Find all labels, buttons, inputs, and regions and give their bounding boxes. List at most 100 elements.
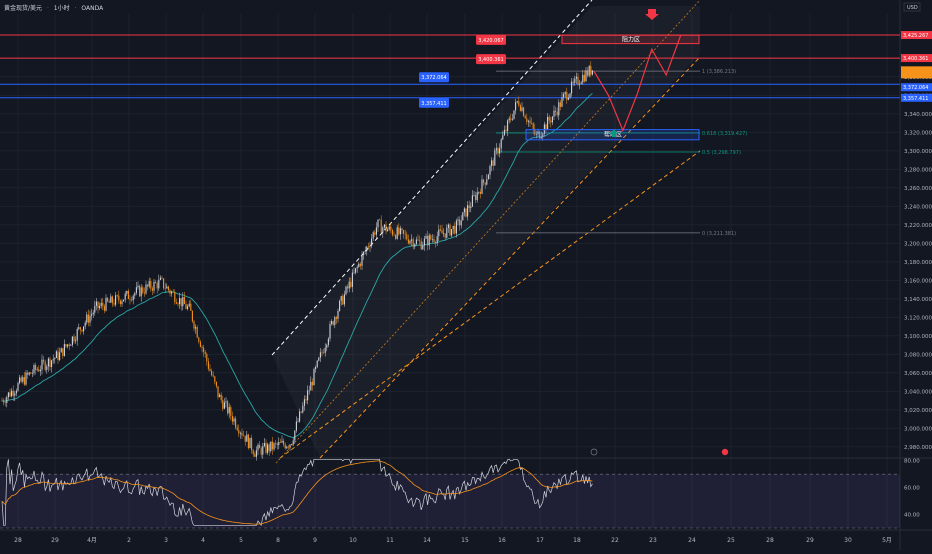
channel-mid-line[interactable] [275, 0, 701, 464]
candle-body [489, 165, 491, 175]
axis-price-tag[interactable] [901, 83, 932, 92]
candle-body [372, 232, 374, 239]
candle-body [119, 300, 121, 305]
candle-body [177, 303, 179, 305]
candle-body [185, 303, 187, 309]
candle-body [361, 255, 363, 266]
candle-body [38, 369, 40, 372]
x-axis-tick-label: 23 [649, 537, 657, 544]
flag-icon[interactable] [721, 448, 729, 456]
price-marker-tag[interactable] [476, 54, 506, 65]
candle-body [55, 351, 57, 358]
candle-body [468, 205, 470, 209]
candle-body [587, 70, 589, 76]
symbol-label[interactable]: 黄金现货/美元 [4, 5, 43, 12]
candle-body [41, 359, 43, 370]
candle-body [395, 235, 397, 239]
candle-body [204, 351, 206, 354]
candle-body [49, 358, 51, 368]
candle-body [345, 286, 347, 295]
axis-price-tag[interactable] [901, 31, 932, 40]
current-price-tag[interactable] [901, 66, 932, 79]
interval-label[interactable]: 1小时 [53, 5, 70, 12]
x-axis-tick-label: 3 [164, 537, 168, 544]
ema-line[interactable] [1, 92, 593, 438]
candle-body [579, 83, 581, 85]
x-axis-tick-label: 4 [201, 537, 205, 544]
candle-body [94, 305, 96, 313]
candle-body [439, 229, 441, 231]
candle-body [238, 429, 240, 434]
candle-body [70, 344, 72, 346]
price-marker-tag[interactable] [419, 97, 449, 108]
x-axis-tick-label: 28 [14, 537, 22, 544]
candle-body [36, 369, 38, 371]
y-axis-tick-label: 3,320.000 [904, 130, 932, 136]
candle-body [507, 120, 509, 132]
candle-body [222, 400, 224, 409]
candle-body [441, 230, 443, 234]
candle-body [3, 400, 5, 403]
candle-body [348, 281, 350, 289]
rsi-line[interactable] [1, 458, 593, 527]
candle-body [105, 297, 107, 311]
candle-body [30, 372, 32, 374]
axis-price-tag[interactable] [901, 93, 932, 102]
candle-body [33, 365, 35, 374]
candle-body [303, 399, 305, 406]
candle-body [398, 227, 400, 235]
candle-body [590, 65, 592, 75]
candle-body [1, 400, 3, 402]
candle-body [481, 179, 483, 194]
candle-body [571, 81, 573, 94]
candle-body [57, 351, 59, 360]
axis-price-tag[interactable] [901, 54, 932, 63]
candle-body [401, 228, 403, 231]
candle-body [407, 239, 409, 244]
candle-body [231, 415, 233, 422]
candle-body [19, 377, 21, 384]
down-arrow-icon [645, 9, 659, 20]
candle-body [492, 160, 494, 166]
candle-body [183, 296, 185, 304]
rsi-ma-line[interactable] [1, 460, 593, 525]
price-marker-tag[interactable] [419, 72, 449, 83]
candle-body [191, 310, 193, 322]
candle-body [27, 372, 29, 375]
candle-body [14, 393, 16, 396]
channel-upper-line[interactable] [271, 0, 593, 356]
candle-body [515, 102, 517, 111]
candle-body [271, 441, 273, 450]
candle-body [284, 444, 286, 449]
candle-body [502, 135, 504, 140]
y-axis-tick-label: 3,040.000 [904, 389, 932, 395]
candle-body [342, 296, 344, 305]
candle-body [262, 446, 264, 455]
candle-body [15, 390, 17, 394]
candle-body [214, 376, 216, 382]
candle-body [548, 116, 550, 121]
candle-body [331, 321, 333, 325]
resistance-zone[interactable] [561, 34, 700, 45]
candle-body [436, 236, 438, 243]
candle-body [89, 315, 91, 323]
candle-body [340, 296, 342, 301]
event-icon[interactable] [590, 448, 598, 456]
candle-body [537, 131, 539, 135]
candle-body [164, 288, 166, 289]
forecast-path[interactable] [593, 35, 682, 133]
price-marker-tag[interactable] [476, 34, 506, 45]
currency-box[interactable] [903, 2, 921, 12]
candle-body [75, 340, 77, 342]
channel-lower-line-2[interactable] [319, 56, 701, 459]
candle-body [286, 446, 288, 449]
candle-body [451, 229, 453, 236]
candle-body [569, 93, 571, 98]
candle-body [551, 116, 553, 123]
candle-body [97, 301, 99, 309]
candle-body [521, 107, 523, 111]
x-axis-tick-label: 10 [349, 537, 357, 544]
x-axis-tick-label: 5 [239, 537, 243, 544]
channel-lower-line[interactable] [279, 150, 701, 459]
